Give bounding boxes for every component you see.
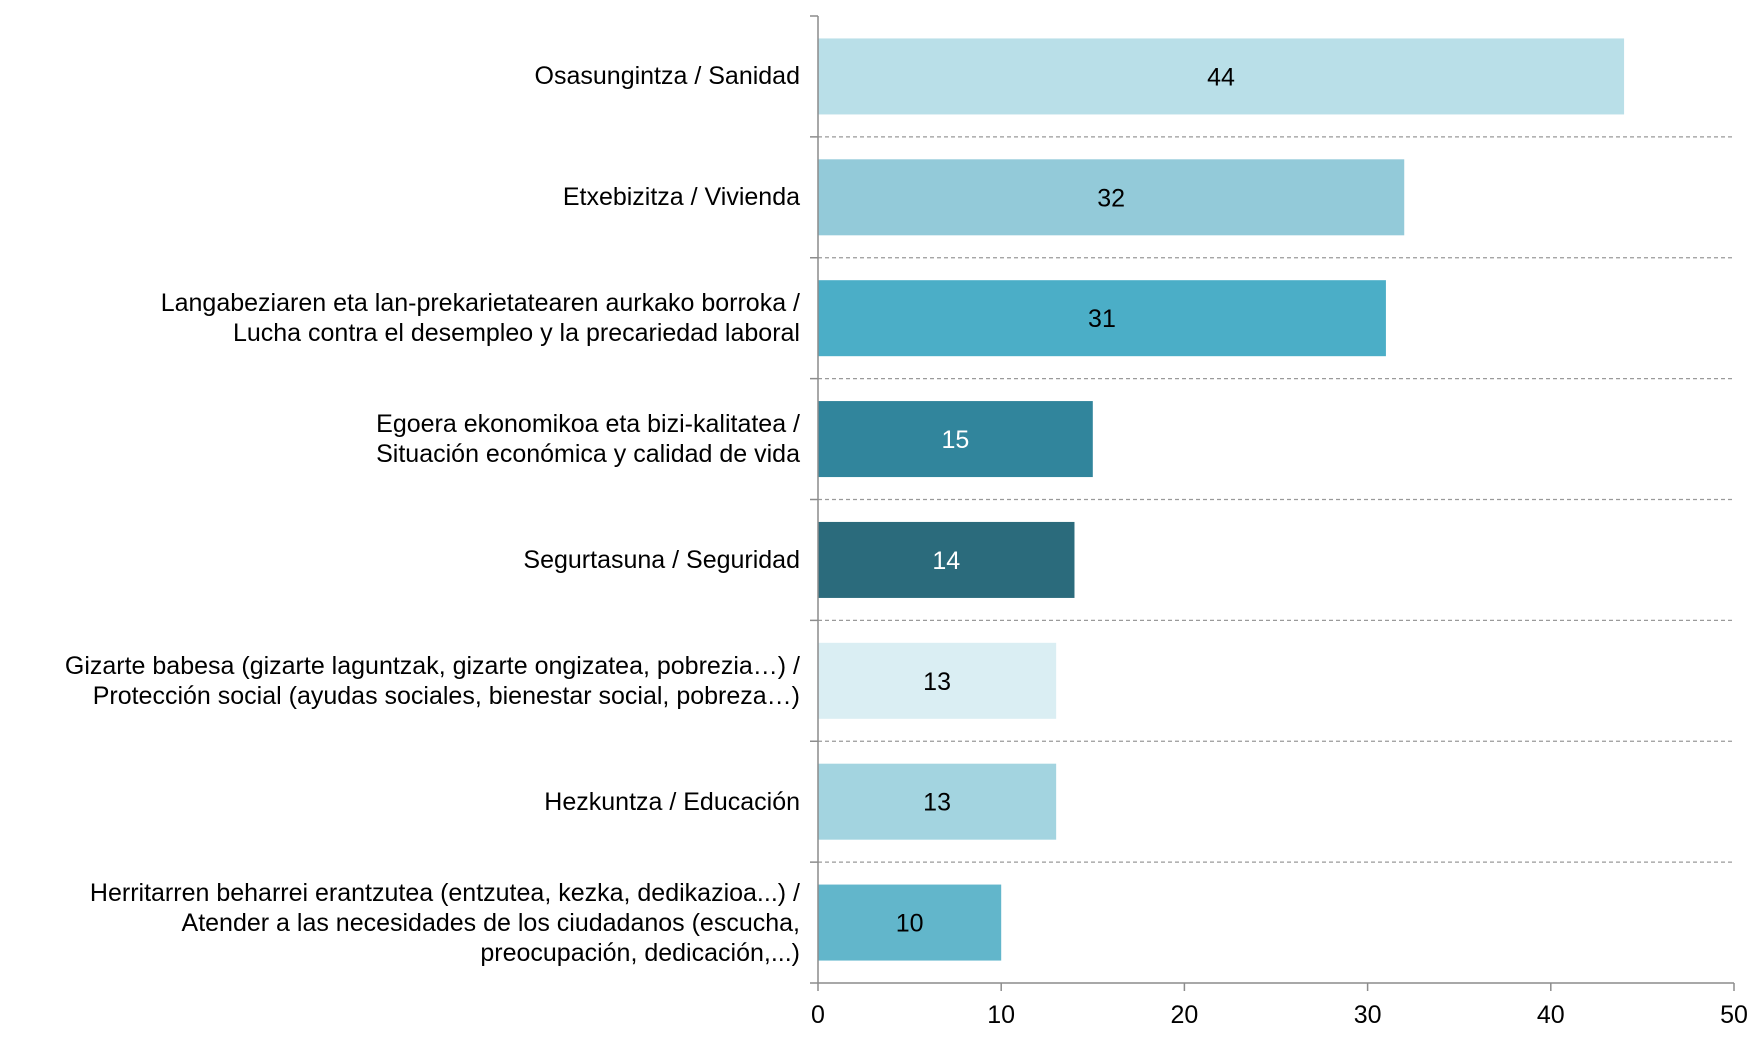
category-label-line: Etxebizitza / Vivienda (562, 183, 800, 212)
category-label-line: Situación económica y calidad de vida (376, 440, 800, 469)
bar-value-label: 13 (923, 668, 951, 696)
x-tick-label: 20 (1170, 1001, 1198, 1029)
bar (818, 38, 1625, 115)
x-tick-label: 10 (987, 1001, 1015, 1029)
bar (818, 280, 1386, 357)
bar (818, 884, 1002, 961)
x-tick-label: 0 (811, 1001, 825, 1029)
category-label-line: Lucha contra el desempleo y la precaried… (232, 319, 800, 348)
category-label: Osasungintza / Sanidad (535, 61, 800, 91)
category-label: Egoera ekonomikoa eta bizi-kalitatea / Si… (376, 409, 800, 469)
category-label-line: Gizarte babesa (gizarte laguntzak, gizar… (64, 651, 800, 680)
bar-value-label: 15 (941, 426, 969, 454)
bar (818, 763, 1057, 840)
bar (818, 521, 1075, 598)
category-label-line: Hezkuntza / Educación (544, 787, 800, 816)
bar-value-label: 32 (1097, 184, 1125, 212)
x-tick-label: 50 (1720, 1001, 1748, 1029)
category-label-line: Langabeziaren eta lan-prekarietatearen a… (160, 289, 800, 318)
category-label-line: Segurtasuna / Seguridad (523, 545, 800, 574)
category-label-line: Osasungintza / Sanidad (534, 62, 800, 91)
category-label: Gizarte babesa (gizarte laguntzak, gizar… (65, 651, 800, 711)
category-label-line: Herritarren beharrei erantzutea (entzute… (89, 878, 800, 907)
bar-value-label: 31 (1088, 305, 1116, 333)
bar (818, 159, 1405, 236)
category-label-line: Egoera ekonomikoa eta bizi-kalitatea / (376, 410, 800, 439)
bar-value-label: 44 (1207, 63, 1235, 91)
category-label: Segurtasuna / Seguridad (523, 545, 800, 575)
bar (818, 642, 1057, 719)
bar-value-label: 13 (923, 789, 951, 817)
bar-value-label: 14 (932, 547, 960, 575)
category-label: Hezkuntza / Educación (544, 787, 800, 817)
category-label-line: Atender a las necesidades de los ciudada… (181, 908, 800, 937)
x-tick-label: 40 (1537, 1001, 1565, 1029)
bar (818, 401, 1093, 478)
category-label: Langabeziaren eta lan-prekarietatearen a… (161, 288, 800, 348)
bar-value-label: 10 (896, 910, 924, 938)
category-label-line: Protección social (ayudas sociales, bien… (92, 681, 800, 710)
category-label-line: preocupación, dedicación,...) (480, 938, 800, 967)
category-label: Etxebizitza / Vivienda (563, 182, 800, 212)
category-label: Herritarren beharrei erantzutea (entzute… (90, 878, 800, 968)
x-tick-label: 30 (1354, 1001, 1382, 1029)
